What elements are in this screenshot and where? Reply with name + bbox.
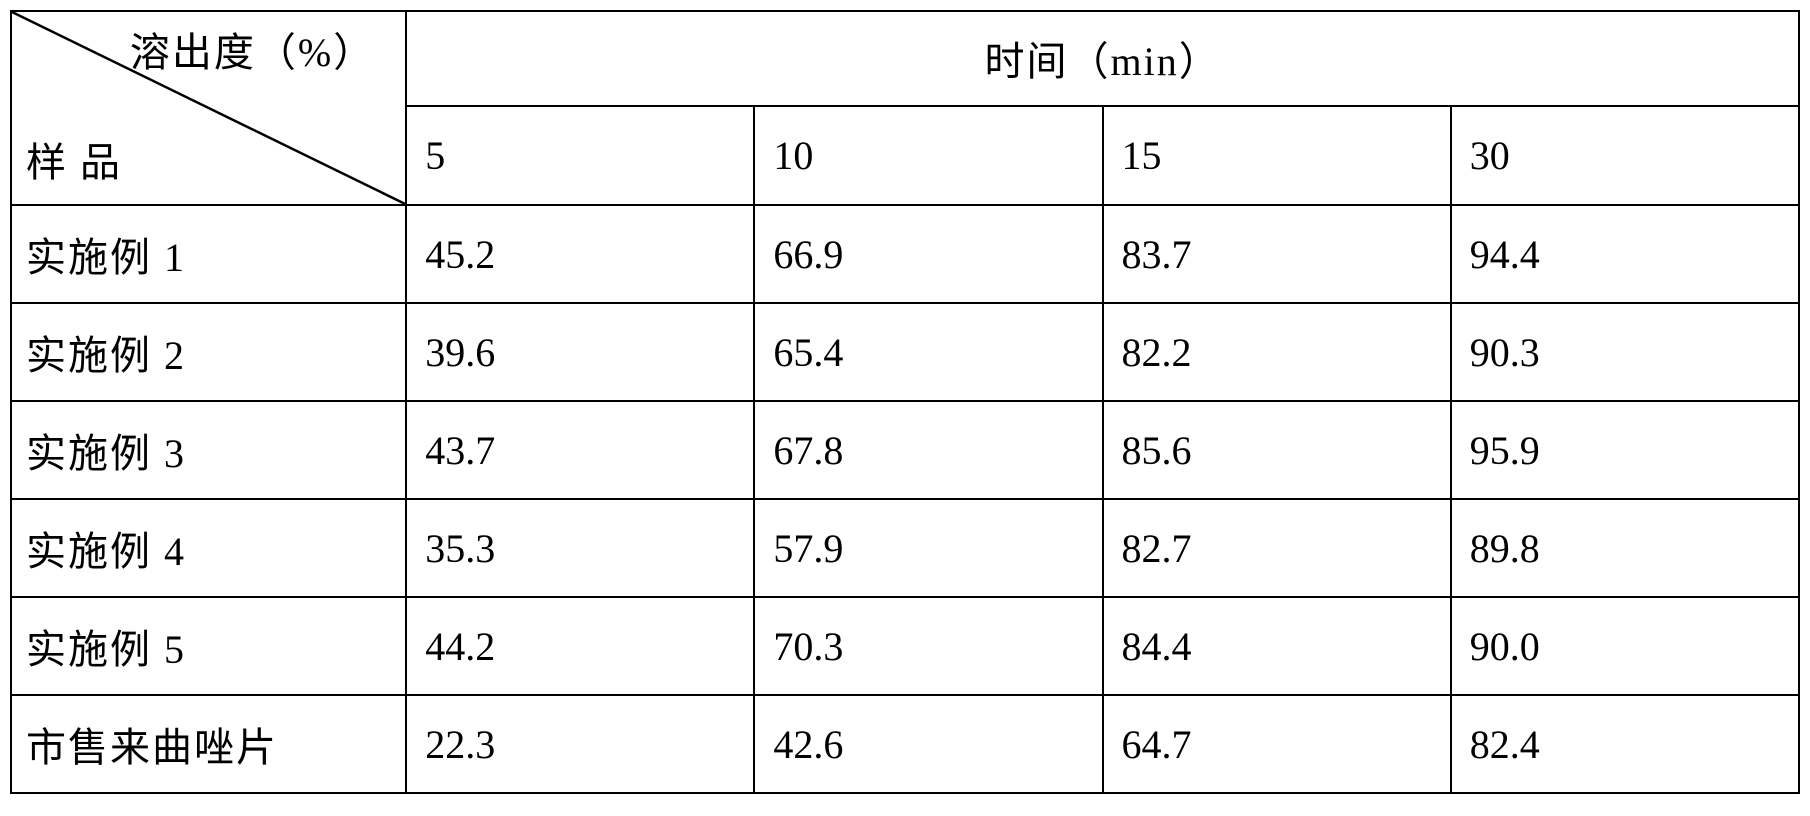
data-cell: 42.6	[754, 695, 1102, 793]
table-row: 市售来曲唑片 22.3 42.6 64.7 82.4	[11, 695, 1799, 793]
row-label: 市售来曲唑片	[11, 695, 406, 793]
row-label: 实施例 5	[11, 597, 406, 695]
data-cell: 67.8	[754, 401, 1102, 499]
data-cell: 22.3	[406, 695, 754, 793]
column-header: 30	[1451, 106, 1799, 205]
row-label: 实施例 4	[11, 499, 406, 597]
dissolution-table: 溶出度（%） 样 品 时间（min） 5 10 15 30 实施例 1 45.2…	[10, 10, 1800, 794]
table-row: 实施例 5 44.2 70.3 84.4 90.0	[11, 597, 1799, 695]
data-cell: 64.7	[1103, 695, 1451, 793]
table-row: 实施例 1 45.2 66.9 83.7 94.4	[11, 205, 1799, 303]
data-cell: 94.4	[1451, 205, 1799, 303]
header-bottom-left: 样 品	[26, 130, 122, 188]
data-cell: 90.3	[1451, 303, 1799, 401]
row-label: 实施例 2	[11, 303, 406, 401]
time-header: 时间（min）	[406, 11, 1799, 106]
data-cell: 90.0	[1451, 597, 1799, 695]
data-cell: 44.2	[406, 597, 754, 695]
header-row-1: 溶出度（%） 样 品 时间（min）	[11, 11, 1799, 106]
data-cell: 89.8	[1451, 499, 1799, 597]
data-cell: 70.3	[754, 597, 1102, 695]
table-row: 实施例 3 43.7 67.8 85.6 95.9	[11, 401, 1799, 499]
data-cell: 82.4	[1451, 695, 1799, 793]
column-header: 10	[754, 106, 1102, 205]
dissolution-table-container: 溶出度（%） 样 品 时间（min） 5 10 15 30 实施例 1 45.2…	[10, 10, 1800, 794]
row-label: 实施例 3	[11, 401, 406, 499]
row-label: 实施例 1	[11, 205, 406, 303]
data-cell: 66.9	[754, 205, 1102, 303]
diagonal-header-cell: 溶出度（%） 样 品	[11, 11, 406, 205]
column-header: 15	[1103, 106, 1451, 205]
data-cell: 45.2	[406, 205, 754, 303]
data-cell: 39.6	[406, 303, 754, 401]
header-top-right: 溶出度（%）	[130, 20, 375, 78]
table-row: 实施例 2 39.6 65.4 82.2 90.3	[11, 303, 1799, 401]
table-row: 实施例 4 35.3 57.9 82.7 89.8	[11, 499, 1799, 597]
data-cell: 65.4	[754, 303, 1102, 401]
data-cell: 83.7	[1103, 205, 1451, 303]
data-cell: 84.4	[1103, 597, 1451, 695]
data-cell: 85.6	[1103, 401, 1451, 499]
data-cell: 57.9	[754, 499, 1102, 597]
data-cell: 82.7	[1103, 499, 1451, 597]
data-cell: 43.7	[406, 401, 754, 499]
column-header: 5	[406, 106, 754, 205]
data-cell: 82.2	[1103, 303, 1451, 401]
data-cell: 95.9	[1451, 401, 1799, 499]
data-cell: 35.3	[406, 499, 754, 597]
